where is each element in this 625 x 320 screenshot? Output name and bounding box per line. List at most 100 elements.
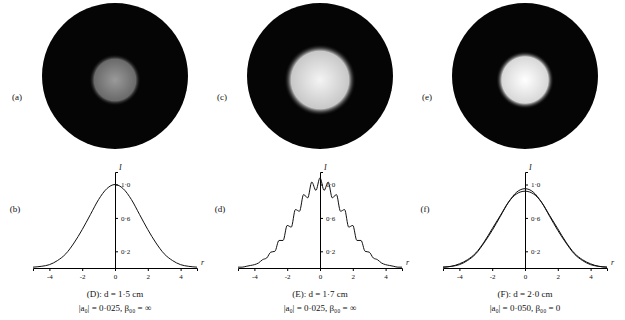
y-tick-label: 0·2 bbox=[121, 248, 131, 256]
photo: (a) bbox=[12, 3, 188, 149]
x-tick-label: -4 bbox=[252, 273, 258, 281]
x-tick-label: -2 bbox=[285, 273, 291, 281]
x-tick: 4 bbox=[384, 268, 388, 281]
x-tick: 0 bbox=[114, 268, 118, 281]
x-tick-label: 2 bbox=[352, 273, 356, 281]
x-tick-label: 0 bbox=[319, 273, 323, 281]
profile-chart: -4-20240·20·61·0Ir(d)(E): d = 1·7 cm|a₀|… bbox=[215, 163, 410, 313]
y-axis-line bbox=[116, 173, 119, 269]
x-tick-mark bbox=[148, 268, 149, 271]
x-tick-label: -2 bbox=[490, 273, 496, 281]
x-tick: 4 bbox=[179, 268, 183, 281]
y-tick-mark bbox=[525, 251, 528, 252]
panel-label: (c) bbox=[217, 92, 227, 102]
y-tick-label: 0·6 bbox=[326, 215, 336, 223]
x-tick-label: 4 bbox=[179, 273, 183, 281]
x-tick-label: 2 bbox=[557, 273, 561, 281]
y-tick-mark bbox=[115, 251, 118, 252]
x-tick-mark bbox=[353, 268, 354, 271]
x-tick-label: 0 bbox=[524, 273, 528, 281]
x-axis: -4 -2 0 2 4 bbox=[239, 268, 403, 281]
light-spot bbox=[284, 44, 356, 116]
x-tick: -4 bbox=[457, 268, 463, 281]
y-axis-label: I bbox=[118, 163, 122, 172]
x-tick-mark bbox=[49, 268, 50, 271]
y-tick: 0·2 bbox=[115, 248, 131, 256]
x-tick-mark bbox=[287, 268, 288, 271]
x-tick-mark bbox=[591, 268, 592, 271]
plot-area bbox=[33, 185, 197, 268]
panel-label: (d) bbox=[215, 204, 226, 214]
panel-label: (b) bbox=[10, 204, 21, 214]
x-tick-label: -4 bbox=[47, 273, 53, 281]
caption-parameters: |a₀| = 0·050, β₀₀ = 0 bbox=[490, 303, 561, 313]
dark-field bbox=[452, 3, 598, 149]
y-tick: 0·2 bbox=[525, 248, 541, 256]
x-tick-label: 0 bbox=[114, 273, 118, 281]
y-tick-label: 0·2 bbox=[326, 248, 336, 256]
caption-parameters: |a₀| = 0·025, β₀₀ = ∞ bbox=[284, 303, 357, 313]
y-tick-label: 0·6 bbox=[121, 215, 131, 223]
x-axis-label: r bbox=[201, 258, 205, 267]
x-tick: 4 bbox=[589, 268, 593, 281]
x-tick: 0 bbox=[319, 268, 323, 281]
photo: (e) bbox=[422, 3, 598, 149]
y-tick: 0·6 bbox=[525, 215, 541, 223]
panel-label: (f) bbox=[421, 204, 430, 214]
photo: (c) bbox=[217, 3, 393, 149]
y-tick: 0·2 bbox=[320, 248, 336, 256]
profile-chart: -4-20240·20·61·0Ir(b)(D): d = 1·5 cm|a₀|… bbox=[10, 163, 205, 313]
y-tick-mark bbox=[320, 251, 323, 252]
y-axis-label: I bbox=[528, 163, 532, 172]
y-axis: 0·2 0·6 1·0 bbox=[525, 173, 541, 269]
y-tick-label: 0·6 bbox=[531, 215, 541, 223]
x-axis: -4 -2 0 2 4 bbox=[34, 268, 198, 281]
x-tick: 2 bbox=[352, 268, 356, 281]
x-tick: -2 bbox=[490, 268, 496, 281]
y-tick: 0·6 bbox=[115, 215, 131, 223]
caption: (E): d = 1·7 cm bbox=[292, 289, 348, 299]
y-tick-mark bbox=[115, 218, 118, 219]
panel-label: (a) bbox=[12, 92, 22, 102]
x-tick-mark bbox=[492, 268, 493, 271]
x-axis-label: r bbox=[406, 258, 410, 267]
intensity-curve bbox=[238, 178, 402, 267]
y-axis-label: I bbox=[323, 163, 327, 172]
y-axis-line bbox=[526, 173, 529, 269]
light-spot bbox=[496, 51, 554, 109]
y-tick: 0·6 bbox=[320, 215, 336, 223]
x-tick-mark bbox=[254, 268, 255, 271]
x-tick-mark bbox=[459, 268, 460, 271]
x-tick-label: 4 bbox=[589, 273, 593, 281]
intensity-curve bbox=[443, 189, 607, 267]
y-tick-label: 1·0 bbox=[531, 181, 541, 189]
x-tick: -2 bbox=[285, 268, 291, 281]
x-axis-label: r bbox=[611, 258, 615, 267]
x-axis: -4 -2 0 2 4 bbox=[444, 268, 608, 281]
x-tick: -2 bbox=[80, 268, 86, 281]
intensity-curve bbox=[443, 191, 607, 267]
light-spot bbox=[89, 54, 141, 106]
x-tick-mark bbox=[386, 268, 387, 271]
caption: (F): d = 2·0 cm bbox=[497, 289, 552, 299]
x-tick-mark bbox=[558, 268, 559, 271]
y-tick-label: 0·2 bbox=[531, 248, 541, 256]
x-tick-label: 4 bbox=[384, 273, 388, 281]
caption-parameters: |a₀| = 0·025, β₀₀ = ∞ bbox=[79, 303, 152, 313]
panel-label: (e) bbox=[422, 92, 432, 102]
dark-field bbox=[42, 3, 188, 149]
plot-area bbox=[238, 178, 402, 267]
intensity-curve bbox=[33, 185, 197, 268]
x-tick: -4 bbox=[47, 268, 53, 281]
x-tick: 0 bbox=[524, 268, 528, 281]
caption: (D): d = 1·5 cm bbox=[87, 289, 144, 299]
x-tick-label: -2 bbox=[80, 273, 86, 281]
profile-chart: -4 -2 0 2 4 0·2 0·6 1·0 Ir (f) (F): d = 2·0 cm |a₀|… bbox=[421, 163, 616, 313]
x-tick-mark bbox=[82, 268, 83, 271]
plot-area bbox=[443, 189, 607, 267]
x-tick: -4 bbox=[252, 268, 258, 281]
x-tick: 2 bbox=[557, 268, 561, 281]
x-tick-label: 2 bbox=[147, 273, 151, 281]
y-tick-mark bbox=[525, 218, 528, 219]
dark-field bbox=[247, 3, 393, 149]
